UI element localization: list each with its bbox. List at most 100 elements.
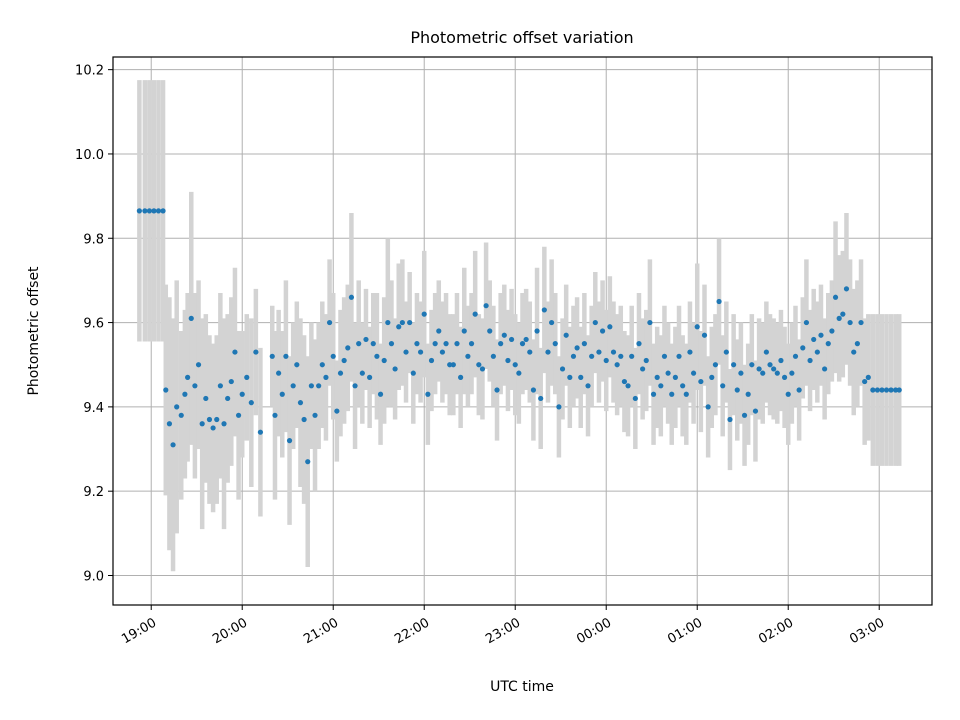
data-point [407, 319, 413, 326]
data-point [862, 378, 868, 385]
data-point [206, 416, 213, 423]
data-point [781, 374, 788, 380]
data-point [705, 404, 711, 410]
data-point [832, 294, 839, 300]
data-point [257, 429, 264, 435]
data-point [723, 349, 729, 355]
data-point [414, 341, 420, 347]
data-point [312, 412, 318, 418]
data-point [840, 311, 846, 317]
data-point [210, 425, 216, 431]
data-point [687, 349, 693, 355]
data-point [516, 370, 522, 376]
data-point [896, 387, 902, 393]
data-point [647, 319, 653, 326]
data-point [665, 370, 671, 376]
data-point [385, 319, 391, 326]
data-point [199, 421, 205, 427]
data-point [789, 370, 795, 376]
data-point [865, 374, 871, 380]
data-point [556, 404, 562, 410]
data-point [512, 362, 518, 368]
data-point [803, 319, 810, 326]
data-point [738, 370, 744, 376]
data-point [203, 395, 209, 402]
data-point [458, 374, 464, 380]
data-point [629, 353, 635, 359]
data-point [774, 370, 780, 376]
data-point [763, 349, 769, 355]
y-tick-label: 9.6 [83, 317, 104, 332]
y-tick-label: 10.0 [75, 148, 104, 163]
data-point [716, 298, 722, 305]
data-point [443, 341, 449, 347]
data-point [893, 387, 899, 393]
y-tick-label: 9.8 [83, 232, 104, 247]
data-point [232, 349, 238, 355]
y-tick-label: 9.0 [83, 569, 104, 584]
data-point [225, 395, 231, 402]
data-point [170, 442, 176, 448]
data-point [701, 332, 708, 338]
data-point [720, 383, 726, 389]
data-point [301, 416, 307, 423]
data-point [636, 341, 642, 347]
data-point [694, 324, 700, 330]
data-point [136, 208, 142, 214]
data-point [283, 353, 289, 359]
data-point [501, 332, 507, 338]
data-point [367, 374, 373, 380]
data-point [363, 336, 369, 343]
data-point [592, 319, 598, 326]
data-point [589, 353, 595, 359]
data-point [352, 383, 358, 389]
data-point [454, 341, 460, 347]
data-point [851, 349, 857, 355]
data-point [574, 345, 580, 351]
data-point [465, 353, 471, 359]
data-point [359, 370, 365, 376]
data-point [836, 315, 842, 321]
data-point [151, 208, 157, 214]
data-point [672, 374, 678, 380]
data-point [155, 208, 162, 214]
data-point [192, 383, 198, 389]
data-point [214, 416, 220, 423]
data-point [596, 349, 602, 355]
data-point [814, 349, 820, 355]
data-point [439, 349, 446, 355]
data-point [545, 349, 551, 355]
data-point [377, 391, 384, 397]
data-point [388, 341, 395, 347]
data-point [879, 387, 885, 393]
data-point [818, 332, 824, 338]
data-point [658, 383, 664, 389]
data-point [792, 353, 799, 359]
data-point [549, 319, 555, 326]
data-point [621, 378, 628, 385]
data-point [822, 366, 828, 372]
data-point [508, 336, 515, 343]
data-point [319, 362, 325, 368]
data-point [228, 378, 234, 385]
data-point [745, 391, 751, 397]
data-point [874, 387, 881, 393]
data-point [447, 362, 453, 368]
data-point [330, 353, 336, 359]
data-point [436, 328, 442, 334]
data-point [490, 353, 496, 359]
data-point [527, 349, 533, 355]
data-point [888, 387, 894, 393]
data-point [727, 416, 733, 423]
data-point [603, 357, 609, 364]
data-point [160, 208, 166, 214]
data-point [428, 357, 435, 364]
data-point [356, 341, 362, 347]
data-point [811, 336, 817, 343]
data-point [308, 383, 314, 389]
data-point [632, 395, 638, 402]
data-point [188, 315, 194, 321]
data-point [450, 362, 456, 368]
data-point [578, 374, 584, 380]
data-point [421, 311, 427, 317]
